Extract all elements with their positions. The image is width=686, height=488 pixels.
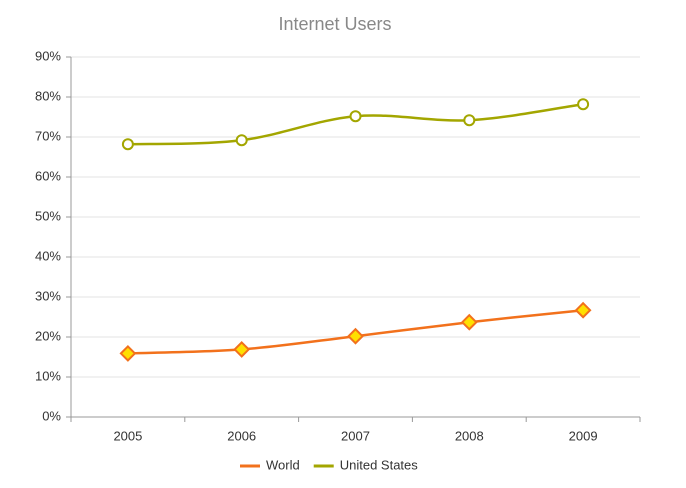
marker [460, 313, 478, 331]
marker [121, 138, 134, 151]
marker [119, 344, 137, 362]
y-tick-label: 10% [35, 368, 61, 383]
y-tick-label: 70% [35, 128, 61, 143]
x-tick-label: 2008 [455, 428, 484, 443]
legend-label: World [266, 457, 300, 472]
y-tick-label: 80% [35, 88, 61, 103]
marker [349, 110, 362, 123]
legend-label: United States [340, 457, 419, 472]
marker [574, 301, 592, 319]
y-tick-label: 20% [35, 328, 61, 343]
x-tick-label: 2005 [113, 428, 142, 443]
x-tick-label: 2007 [341, 428, 370, 443]
marker [463, 114, 476, 127]
marker [347, 327, 364, 345]
x-tick-label: 2009 [569, 428, 598, 443]
y-tick-label: 50% [35, 208, 61, 223]
y-tick-label: 60% [35, 168, 61, 183]
y-tick-label: 90% [35, 48, 61, 63]
x-tick-label: 2006 [227, 428, 256, 443]
marker [235, 134, 248, 147]
marker [233, 340, 251, 358]
y-tick-label: 40% [35, 248, 61, 263]
chart-title: Internet Users [278, 14, 391, 34]
y-tick-label: 0% [42, 408, 61, 423]
y-tick-label: 30% [35, 288, 61, 303]
marker [577, 98, 590, 111]
